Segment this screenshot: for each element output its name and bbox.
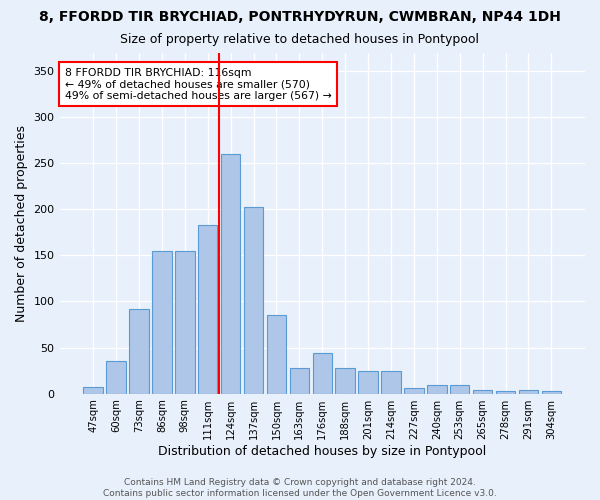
Bar — [450, 386, 469, 394]
Bar — [83, 388, 103, 394]
Bar — [290, 368, 309, 394]
Bar — [221, 154, 241, 394]
Bar — [244, 208, 263, 394]
Bar — [473, 390, 493, 394]
Bar — [175, 251, 194, 394]
Bar — [313, 353, 332, 394]
Y-axis label: Number of detached properties: Number of detached properties — [15, 124, 28, 322]
Text: 8, FFORDD TIR BRYCHIAD, PONTRHYDYRUN, CWMBRAN, NP44 1DH: 8, FFORDD TIR BRYCHIAD, PONTRHYDYRUN, CW… — [39, 10, 561, 24]
Bar — [152, 251, 172, 394]
Text: Size of property relative to detached houses in Pontypool: Size of property relative to detached ho… — [121, 32, 479, 46]
Bar — [542, 391, 561, 394]
Text: Contains HM Land Registry data © Crown copyright and database right 2024.
Contai: Contains HM Land Registry data © Crown c… — [103, 478, 497, 498]
Bar — [335, 368, 355, 394]
Bar — [519, 390, 538, 394]
Bar — [381, 370, 401, 394]
Bar — [129, 309, 149, 394]
Bar — [496, 391, 515, 394]
Bar — [267, 316, 286, 394]
Bar — [404, 388, 424, 394]
Bar — [358, 370, 378, 394]
Bar — [427, 386, 446, 394]
X-axis label: Distribution of detached houses by size in Pontypool: Distribution of detached houses by size … — [158, 444, 487, 458]
Bar — [198, 225, 217, 394]
Text: 8 FFORDD TIR BRYCHIAD: 116sqm
← 49% of detached houses are smaller (570)
49% of : 8 FFORDD TIR BRYCHIAD: 116sqm ← 49% of d… — [65, 68, 332, 101]
Bar — [106, 362, 126, 394]
